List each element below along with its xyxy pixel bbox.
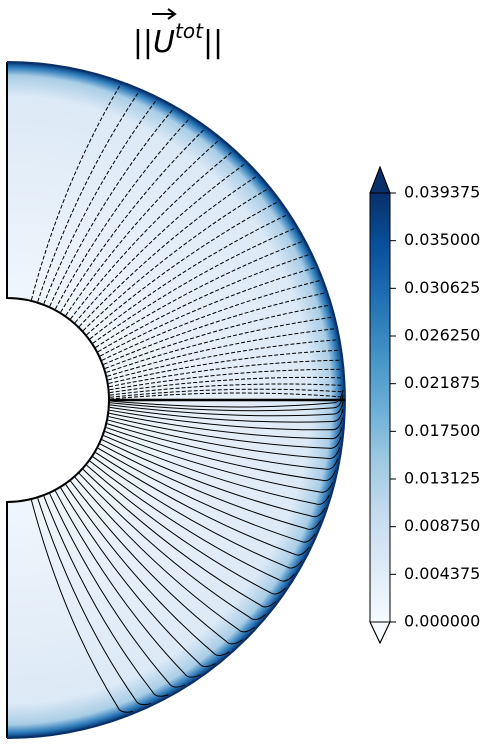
colorbar: 0.000000 0.004375 0.008750 0.013125 0.017500… bbox=[369, 165, 480, 645]
streamline bbox=[86, 464, 286, 595]
streamline bbox=[60, 128, 206, 313]
streamline bbox=[74, 477, 255, 633]
streamline bbox=[109, 376, 343, 394]
streamline bbox=[89, 214, 288, 340]
streamline bbox=[70, 150, 234, 320]
streamline bbox=[70, 480, 243, 645]
title-right: || bbox=[203, 25, 223, 60]
chart-title: ||Utot|| bbox=[133, 19, 223, 60]
streamline bbox=[89, 460, 295, 582]
colorbar-tick-label: 0.017500 bbox=[404, 421, 480, 440]
streamline bbox=[107, 419, 341, 460]
streamline bbox=[108, 349, 340, 384]
colorbar-tick-label: 0.008750 bbox=[404, 516, 480, 535]
streamline bbox=[78, 175, 258, 327]
streamline bbox=[107, 328, 336, 377]
streamline bbox=[54, 117, 191, 310]
title-superscript: tot bbox=[175, 19, 204, 43]
streamline bbox=[82, 469, 277, 608]
colorbar-tick-label: 0.026250 bbox=[404, 326, 480, 345]
colorbar-tick-label: 0.013125 bbox=[404, 469, 480, 488]
colorbar-body bbox=[370, 193, 390, 622]
streamline bbox=[60, 487, 216, 668]
streamline bbox=[30, 499, 134, 713]
streamline bbox=[97, 253, 310, 353]
streamline bbox=[109, 395, 344, 412]
streamline bbox=[109, 388, 343, 398]
streamline bbox=[106, 316, 333, 373]
streamline bbox=[49, 493, 186, 688]
colorbar-extend-min bbox=[369, 621, 391, 645]
streamline bbox=[86, 201, 279, 336]
streamline bbox=[99, 443, 322, 530]
colorbar-tick-label: 0.035000 bbox=[404, 230, 480, 249]
streamline bbox=[65, 484, 230, 657]
streamline bbox=[109, 401, 344, 417]
streamline bbox=[109, 406, 344, 423]
streamline bbox=[101, 279, 322, 361]
streamline bbox=[95, 452, 310, 556]
streamline bbox=[109, 383, 343, 396]
streamline bbox=[65, 139, 220, 316]
streamline bbox=[103, 435, 330, 505]
streamline bbox=[104, 431, 334, 493]
streamline bbox=[95, 240, 304, 348]
title-symbol: U bbox=[153, 25, 175, 60]
streamline bbox=[97, 447, 316, 543]
streamline bbox=[103, 292, 326, 365]
colorbar-tick-label: 0.039375 bbox=[404, 183, 480, 202]
streamline bbox=[104, 304, 330, 369]
streamline bbox=[101, 439, 326, 518]
streamline bbox=[74, 162, 246, 323]
streamline bbox=[109, 368, 342, 391]
colorbar-tick-label: 0.000000 bbox=[404, 612, 480, 631]
title-left: || bbox=[133, 25, 153, 60]
streamline bbox=[30, 83, 122, 301]
streamlines bbox=[30, 83, 344, 713]
colorbar-tick-label: 0.021875 bbox=[404, 373, 480, 392]
streamline bbox=[43, 495, 169, 697]
streamline bbox=[43, 98, 158, 305]
streamline bbox=[37, 498, 152, 706]
colorbar-tick-label: 0.004375 bbox=[404, 564, 480, 583]
streamline bbox=[107, 423, 339, 470]
colorbar-tick-label: 0.030625 bbox=[404, 278, 480, 297]
streamline bbox=[109, 359, 341, 388]
streamline bbox=[109, 392, 344, 400]
colorbar-extend-max bbox=[369, 165, 391, 194]
streamline bbox=[107, 339, 338, 381]
streamline bbox=[78, 473, 267, 621]
streamline bbox=[99, 266, 316, 357]
streamline bbox=[109, 409, 344, 431]
streamline bbox=[82, 188, 269, 331]
streamline bbox=[37, 90, 140, 302]
streamline bbox=[92, 456, 303, 569]
streamline bbox=[106, 427, 337, 482]
streamline bbox=[109, 412, 343, 440]
streamline bbox=[92, 227, 296, 344]
vector-arrow bbox=[152, 8, 177, 20]
streamline bbox=[108, 416, 342, 449]
streamline bbox=[54, 490, 201, 678]
streamline bbox=[49, 107, 175, 307]
